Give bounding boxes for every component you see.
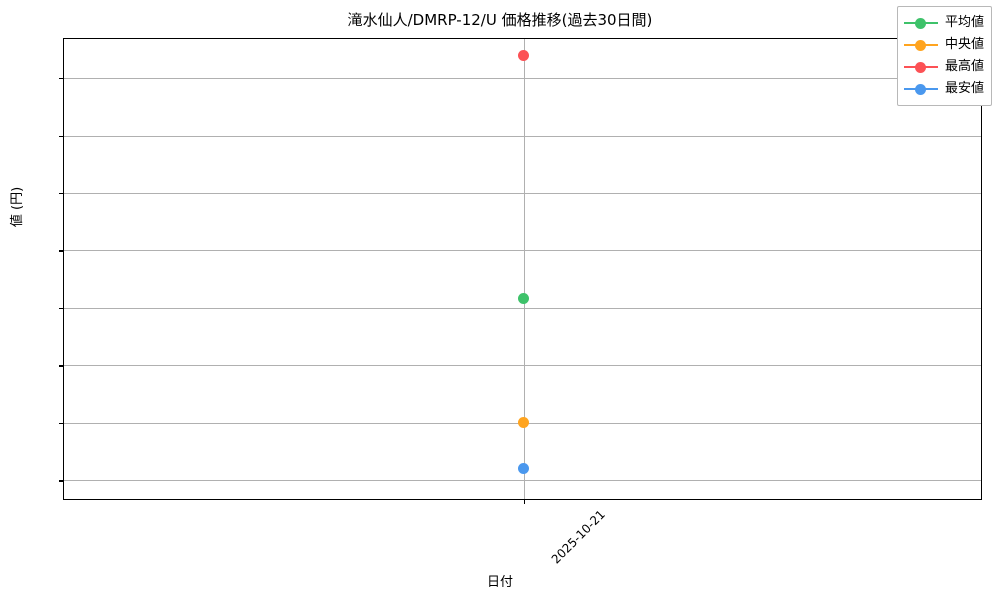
data-point [518, 417, 529, 429]
legend-item[interactable]: 最安値 [903, 78, 984, 100]
legend-label: 中央値 [944, 37, 984, 52]
legend-dot-icon [914, 17, 926, 29]
x-axis-label: 日付 [486, 575, 513, 590]
gridline [523, 39, 525, 499]
plot-area [59, 38, 982, 504]
x-tick-label: 2025-10-21 [548, 507, 608, 567]
y-tick-mark [59, 422, 64, 425]
x-tick-mark [523, 499, 525, 504]
gridline [64, 250, 981, 252]
legend-item[interactable]: 平均値 [903, 12, 984, 34]
legend-dot-icon [914, 61, 926, 73]
data-point [518, 49, 529, 61]
gridline [64, 307, 981, 309]
legend-item[interactable]: 中央値 [903, 34, 984, 56]
y-tick-mark [59, 78, 64, 80]
legend-dot-icon [914, 83, 926, 95]
data-point [518, 463, 529, 475]
chart-legend: 平均値中央値最高値最安値 [896, 6, 992, 106]
y-axis-label: 値 (円) [10, 186, 25, 228]
gridline [64, 480, 981, 482]
data-point [518, 293, 529, 305]
y-tick-mark [59, 480, 64, 482]
legend-marker-icon [903, 17, 938, 29]
gridline [64, 365, 981, 367]
chart-title: 滝水仙人/DMRP-12/U 価格推移(過去30日間) [347, 11, 653, 29]
gridline [64, 78, 981, 80]
legend-marker-icon [903, 83, 938, 95]
legend-item[interactable]: 最高値 [903, 56, 984, 78]
y-tick-mark [59, 193, 64, 195]
gridline [64, 135, 981, 137]
gridline [64, 193, 981, 194]
y-tick-mark [59, 250, 64, 252]
y-tick-mark [59, 365, 64, 367]
legend-label: 最安値 [944, 81, 984, 96]
legend-marker-icon [903, 61, 938, 73]
legend-marker-icon [903, 39, 938, 51]
legend-dot-icon [914, 39, 926, 51]
y-tick-mark [59, 135, 64, 137]
y-tick-mark [59, 307, 64, 310]
legend-label: 最高値 [944, 59, 984, 74]
legend-label: 平均値 [944, 15, 984, 30]
